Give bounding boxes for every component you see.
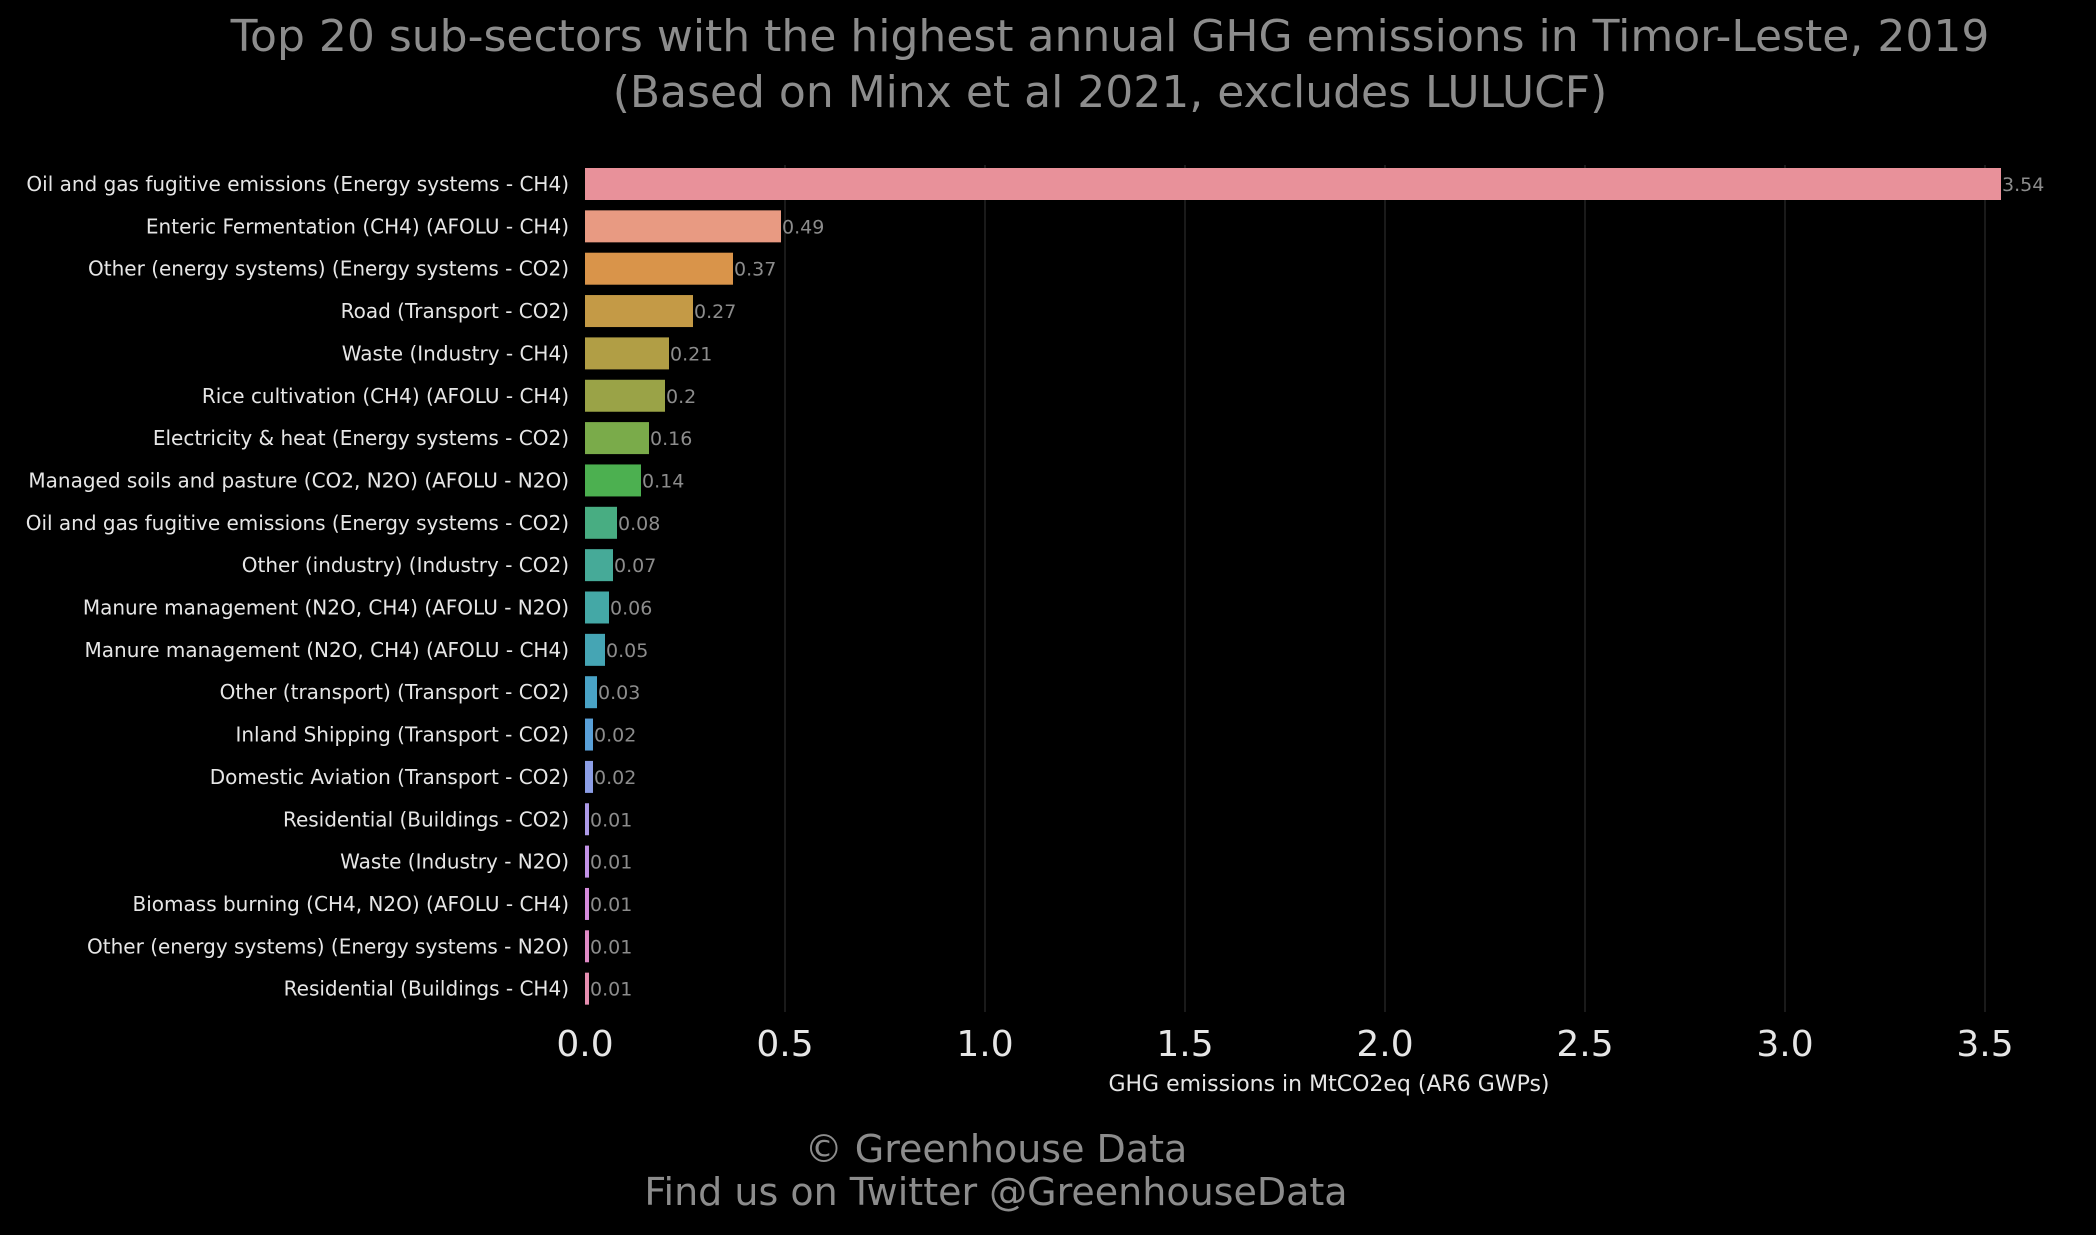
data-label: 0.05 (606, 640, 648, 662)
y-axis-labels: Oil and gas fugitive emissions (Energy s… (26, 172, 569, 1001)
y-tick-label: Inland Shipping (Transport - CO2) (235, 723, 569, 747)
bar (585, 633, 605, 666)
y-tick-label: Enteric Fermentation (CH4) (AFOLU - CH4) (146, 214, 569, 238)
y-tick-label: Oil and gas fugitive emissions (Energy s… (26, 511, 569, 535)
bar (585, 295, 693, 328)
data-label: 3.54 (2002, 174, 2044, 196)
y-tick-label: Rice cultivation (CH4) (AFOLU - CH4) (202, 384, 569, 408)
bar (585, 464, 641, 497)
y-tick-label: Waste (Industry - N2O) (340, 850, 569, 874)
bar (585, 337, 669, 370)
y-tick-label: Residential (Buildings - CH4) (284, 977, 569, 1001)
bar (585, 718, 593, 751)
x-axis-ticks: 0.0 0.5 1.0 1.5 2.0 2.5 3.0 3.5 (556, 1024, 2013, 1065)
y-tick-label: Other (energy systems) (Energy systems -… (88, 257, 569, 281)
y-tick-label: Other (transport) (Transport - CO2) (220, 680, 569, 704)
y-tick-label: Other (energy systems) (Energy systems -… (87, 934, 569, 958)
data-label: 0.02 (594, 767, 636, 789)
credit-line-2: Find us on Twitter @GreenhouseData (644, 1170, 1347, 1214)
bar (585, 252, 733, 285)
y-tick-label: Oil and gas fugitive emissions (Energy s… (26, 172, 569, 196)
bar (585, 591, 609, 624)
data-label: 0.01 (590, 936, 632, 958)
data-label: 0.16 (650, 428, 692, 450)
x-tick-label: 1.5 (1156, 1024, 1213, 1065)
data-label: 0.01 (590, 809, 632, 831)
bar (585, 887, 589, 920)
chart-subtitle: (Based on Minx et al 2021, excludes LULU… (613, 67, 1608, 118)
bar (585, 379, 665, 412)
bar (585, 760, 593, 793)
data-label: 0.21 (670, 343, 712, 365)
data-label: 0.08 (618, 513, 660, 535)
bar (585, 549, 613, 582)
bar (585, 210, 781, 243)
x-tick-label: 0.0 (556, 1024, 613, 1065)
bar (585, 845, 589, 878)
x-axis-label: GHG emissions in MtCO2eq (AR6 GWPs) (1108, 1072, 1549, 1097)
y-tick-label: Biomass burning (CH4, N2O) (AFOLU - CH4) (133, 892, 569, 916)
x-tick-label: 3.0 (1756, 1024, 1813, 1065)
bar (585, 972, 589, 1005)
bar (585, 168, 2001, 200)
data-label: 0.01 (590, 979, 632, 1001)
x-tick-label: 2.5 (1556, 1024, 1613, 1065)
data-label: 0.2 (666, 386, 696, 408)
y-tick-label: Other (industry) (Industry - CO2) (242, 553, 569, 577)
y-tick-label: Waste (Industry - CH4) (342, 341, 569, 365)
y-tick-label: Residential (Buildings - CO2) (283, 807, 569, 831)
data-label: 0.06 (610, 598, 652, 620)
grid-lines (784, 165, 1986, 1012)
data-labels: 3.54 0.49 0.37 0.27 0.21 0.2 0.16 0.14 0.08 0.07 0… (590, 174, 2044, 1001)
data-label: 0.02 (594, 725, 636, 747)
y-tick-label: Road (Transport - CO2) (341, 299, 569, 323)
bar (585, 930, 589, 963)
data-label: 0.27 (694, 301, 736, 323)
y-tick-label: Electricity & heat (Energy systems - CO2… (153, 426, 569, 450)
chart-title: Top 20 sub-sectors with the highest annu… (230, 11, 1990, 62)
data-label: 0.07 (614, 555, 656, 577)
data-label: 0.01 (590, 894, 632, 916)
data-label: 0.01 (590, 852, 632, 874)
y-tick-label: Manure management (N2O, CH4) (AFOLU - N2… (83, 596, 569, 620)
y-tick-label: Domestic Aviation (Transport - CO2) (210, 765, 569, 789)
bar (585, 422, 649, 455)
data-label: 0.49 (782, 216, 824, 238)
bar (585, 803, 589, 836)
x-tick-label: 2.0 (1356, 1024, 1413, 1065)
x-tick-label: 0.5 (756, 1024, 813, 1065)
y-tick-label: Manure management (N2O, CH4) (AFOLU - CH… (85, 638, 569, 662)
bars (585, 168, 2001, 1005)
x-tick-label: 3.5 (1956, 1024, 2013, 1065)
bar (585, 506, 617, 539)
x-tick-label: 1.0 (956, 1024, 1013, 1065)
credit-line-1: © Greenhouse Data (805, 1127, 1188, 1171)
bar (585, 676, 597, 709)
y-tick-label: Managed soils and pasture (CO2, N2O) (AF… (28, 468, 569, 492)
data-label: 0.37 (734, 259, 776, 281)
data-label: 0.03 (598, 682, 640, 704)
data-label: 0.14 (642, 470, 684, 492)
